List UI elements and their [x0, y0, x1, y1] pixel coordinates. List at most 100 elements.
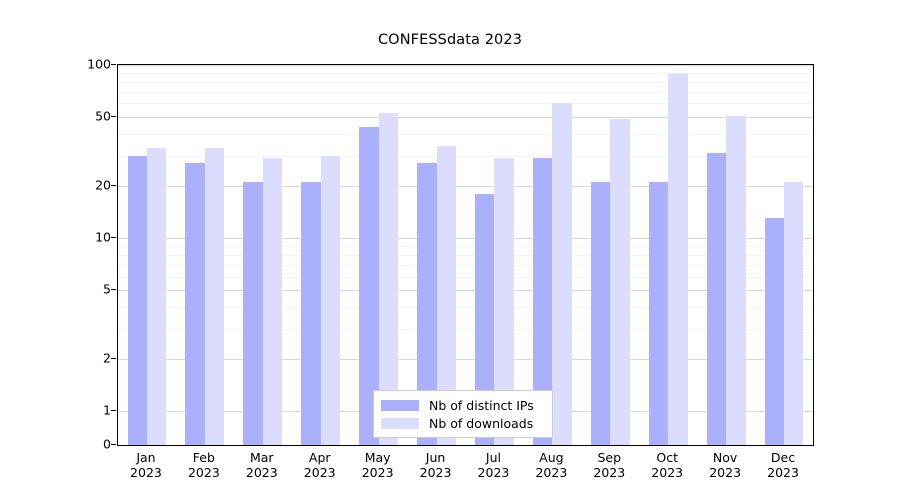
gridline-minor: [118, 264, 813, 266]
bar-downloads: [610, 118, 630, 445]
x-tick-month: May: [364, 450, 391, 465]
x-tick-year: 2023: [709, 465, 742, 480]
x-tick-year: 2023: [245, 465, 278, 480]
x-tick-month: Jul: [485, 450, 501, 465]
bar-downloads: [320, 155, 341, 445]
x-tick-month: Jun: [425, 450, 446, 465]
bar-group: [475, 65, 514, 445]
bar-group: [532, 65, 572, 445]
x-tick-month: Sep: [597, 450, 622, 465]
gridline-minor: [118, 155, 813, 157]
legend-item: Nb of downloads: [381, 414, 545, 432]
gridline-minor: [118, 307, 813, 309]
x-tick-month: Dec: [770, 450, 796, 465]
bar-distinct-ips: [590, 182, 611, 445]
chart-title: CONFESSdata 2023: [377, 32, 523, 48]
x-tick-month: Mar: [249, 450, 274, 465]
bar-group: [764, 65, 804, 445]
bar-group: [301, 65, 341, 445]
x-tick-year: 2023: [303, 465, 336, 480]
x-tick-label: Jun 2023: [401, 450, 471, 480]
bar-group: [706, 65, 746, 445]
legend-swatch: [381, 399, 419, 411]
x-tick-month: Aug: [539, 450, 564, 465]
bar-group: [243, 65, 283, 445]
y-tick-mark: [111, 116, 116, 118]
x-tick-year: 2023: [651, 465, 684, 480]
legend-item: Nb of distinct IPs: [381, 396, 545, 414]
gridline-tick: [118, 186, 813, 188]
bar-distinct-ips: [532, 158, 553, 445]
gridline-tick: [118, 117, 813, 119]
bar-downloads: [436, 146, 456, 445]
gridline-minor: [118, 246, 813, 248]
y-axis-tick-labels: 100 50 20 10 5 2 1 0: [66, 57, 111, 452]
y-tick-label: 50: [95, 108, 111, 124]
bar-downloads: [552, 103, 572, 445]
gridline-minor: [118, 72, 813, 74]
x-tick-year: 2023: [767, 465, 799, 480]
legend-label: Nb of distinct IPs: [429, 397, 534, 413]
y-tick-label: 1: [103, 402, 111, 418]
y-tick-label: 10: [95, 229, 111, 245]
x-tick-label: Dec 2023: [748, 450, 818, 480]
bar-downloads: [784, 182, 804, 445]
bar-distinct-ips: [185, 163, 205, 445]
bar-group: [359, 65, 398, 445]
gridline-tick: [118, 359, 813, 361]
y-tick-mark: [111, 64, 116, 65]
x-tick-label: Sep 2023: [574, 450, 644, 480]
bar-downloads: [668, 73, 688, 445]
bar-distinct-ips: [764, 218, 785, 445]
x-tick-year: 2023: [535, 465, 568, 480]
bar-group: [417, 65, 456, 445]
x-tick-label: Mar 2023: [227, 450, 297, 480]
y-tick-mark: [111, 289, 116, 291]
x-tick-year: 2023: [361, 465, 394, 480]
gridline-tick: [118, 238, 813, 240]
gridline-tick: [118, 290, 813, 292]
bar-group: [185, 65, 225, 445]
x-tick-label: Aug 2023: [516, 450, 586, 480]
bar-downloads: [262, 158, 283, 445]
gridline-minor: [118, 91, 813, 93]
plot-inner: [118, 65, 813, 445]
plot-area: [117, 64, 814, 446]
x-tick-label: Nov 2023: [690, 450, 760, 480]
y-tick-label: 2: [103, 350, 111, 366]
x-tick-month: Apr: [308, 450, 331, 465]
gridline-minor: [118, 133, 813, 135]
gridline-tick: [118, 65, 813, 66]
bar-downloads: [494, 158, 514, 445]
x-tick-label: Oct 2023: [632, 450, 702, 480]
bar-downloads: [378, 112, 398, 445]
gridline-minor: [118, 254, 813, 256]
x-tick-label: May 2023: [343, 450, 413, 480]
gridline-minor: [118, 103, 813, 105]
x-tick-year: 2023: [477, 465, 510, 480]
y-tick-mark: [111, 358, 116, 360]
bar-distinct-ips: [648, 182, 669, 445]
x-tick-month: Nov: [712, 450, 738, 465]
bar-distinct-ips: [127, 155, 147, 445]
x-tick-month: Oct: [656, 450, 679, 465]
bar-distinct-ips: [417, 163, 437, 445]
bar-distinct-ips: [243, 182, 263, 445]
gridline-minor: [118, 328, 813, 330]
bar-downloads: [204, 148, 225, 445]
x-tick-month: Jan: [136, 450, 156, 465]
x-tick-year: 2023: [187, 465, 220, 480]
x-tick-label: Feb 2023: [169, 450, 239, 480]
y-tick-label: 100: [87, 56, 111, 72]
x-tick-year: 2023: [419, 465, 452, 480]
legend-swatch: [381, 417, 419, 429]
x-tick-label: Jul 2023: [458, 450, 528, 480]
y-tick-mark: [111, 185, 116, 187]
y-tick-mark: [111, 410, 116, 412]
bar-downloads: [726, 115, 746, 445]
gridline-minor: [118, 276, 813, 278]
bar-distinct-ips: [301, 182, 321, 445]
bar-group: [648, 65, 688, 445]
x-tick-year: 2023: [130, 465, 162, 480]
